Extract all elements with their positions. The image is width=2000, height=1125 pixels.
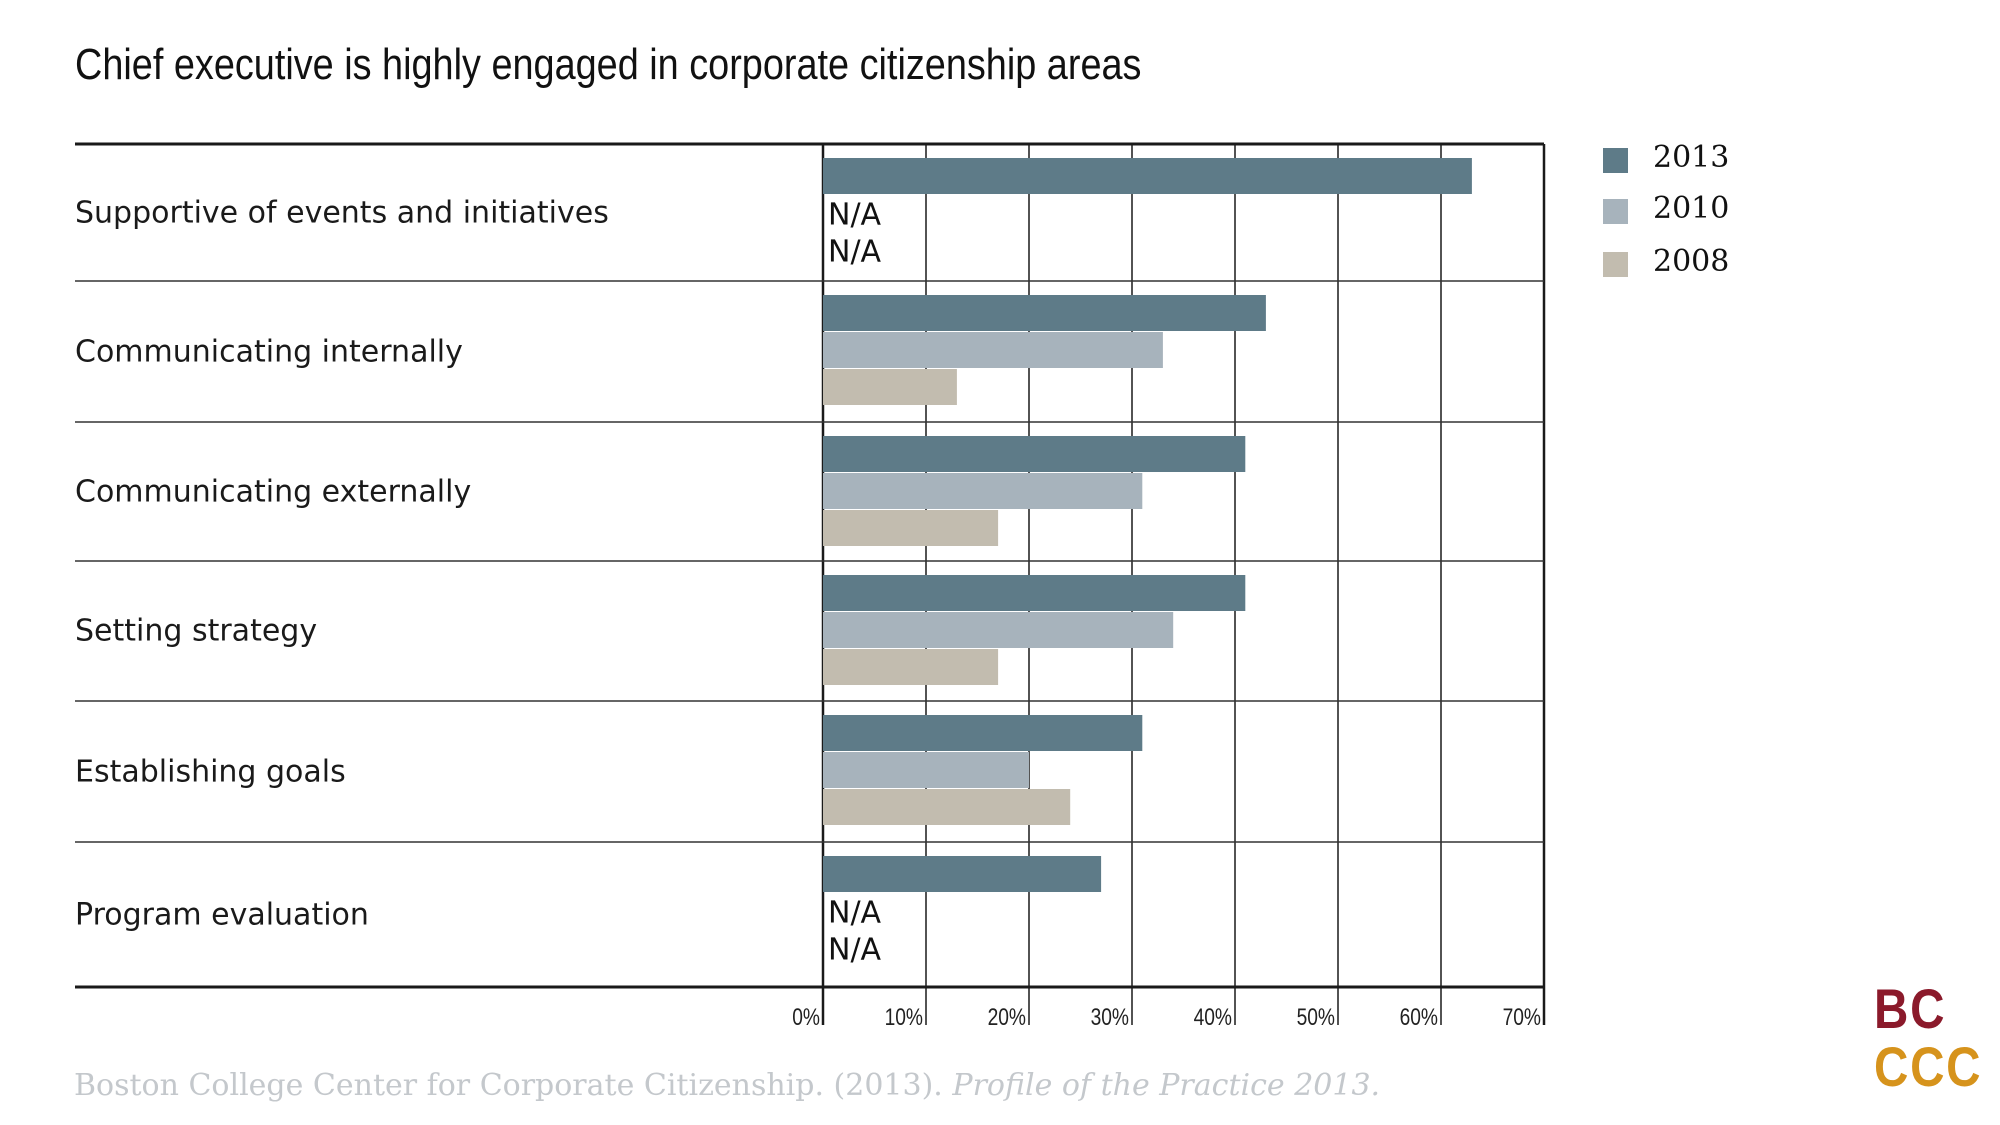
category-label: Supportive of events and initiatives xyxy=(75,195,609,230)
legend-label: 2010 xyxy=(1653,191,1730,226)
category-label: Setting strategy xyxy=(75,613,318,649)
bar xyxy=(823,575,1246,611)
category-label: Communicating externally xyxy=(75,474,472,509)
bar xyxy=(823,295,1266,331)
source-publication: Profile of the Practice 2013. xyxy=(952,1068,1381,1103)
x-tick-label: 10% xyxy=(884,1004,923,1031)
legend-label: 2013 xyxy=(1653,140,1730,175)
category-label: Communicating internally xyxy=(75,334,463,369)
na-label: N/A xyxy=(828,234,882,270)
source-citation: Boston College Center for Corporate Citi… xyxy=(74,1068,1380,1103)
category-label: Establishing goals xyxy=(75,754,346,789)
legend-label: 2008 xyxy=(1653,244,1730,279)
bcccc-logo: BC CCC xyxy=(1874,980,1982,1096)
x-tick-label: 0% xyxy=(792,1004,820,1031)
x-tick-label: 20% xyxy=(987,1004,1026,1031)
bar xyxy=(823,332,1163,368)
bar xyxy=(823,789,1071,825)
bar xyxy=(823,715,1143,751)
chart-title: Chief executive is highly engaged in cor… xyxy=(75,40,1142,89)
bar xyxy=(823,436,1246,472)
na-label: N/A xyxy=(828,895,882,931)
legend-swatch xyxy=(1603,148,1628,173)
bar xyxy=(823,649,999,685)
x-tick-label: 70% xyxy=(1502,1004,1541,1031)
bar xyxy=(823,752,1029,788)
source-text: Boston College Center for Corporate Citi… xyxy=(74,1068,953,1103)
legend-swatch xyxy=(1603,199,1628,224)
category-label: Program evaluation xyxy=(75,897,369,932)
bar xyxy=(823,856,1102,892)
legend-swatch xyxy=(1603,252,1628,277)
x-tick-label: 60% xyxy=(1399,1004,1438,1031)
bar xyxy=(823,473,1143,509)
na-label: N/A xyxy=(828,197,882,233)
x-tick-label: 30% xyxy=(1090,1004,1129,1031)
logo-line-1: BC xyxy=(1874,977,1947,1040)
x-tick-label: 40% xyxy=(1193,1004,1232,1031)
x-tick-label: 50% xyxy=(1296,1004,1335,1031)
bar xyxy=(823,158,1472,194)
bar xyxy=(823,369,957,405)
logo-line-2: CCC xyxy=(1874,1035,1983,1098)
bar xyxy=(823,510,999,546)
na-label: N/A xyxy=(828,932,882,968)
bar xyxy=(823,612,1174,648)
